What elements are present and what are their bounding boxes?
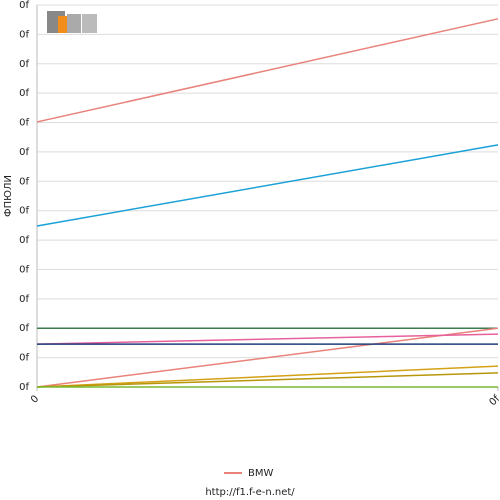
y-tick-label: 0f bbox=[19, 118, 29, 129]
x-tick-label: 0 bbox=[29, 393, 41, 405]
y-tick-label: 0f bbox=[19, 353, 29, 364]
series-line bbox=[36, 144, 499, 227]
y-axis-label: ФПЮЛИ bbox=[3, 175, 14, 217]
legend-label: BMW bbox=[248, 468, 273, 479]
y-tick-label: 0f bbox=[19, 264, 29, 275]
y-tick-label: 0f bbox=[19, 88, 29, 99]
y-tick-label: 0f bbox=[19, 323, 29, 334]
x-tick-label: 0f bbox=[487, 393, 500, 408]
y-tick-label: 0f bbox=[19, 235, 29, 246]
y-tick-label: 0f bbox=[19, 0, 29, 11]
y-tick-label: 0f bbox=[19, 147, 29, 158]
y-tick-label: 0f bbox=[19, 294, 29, 305]
y-tick-label: 0f bbox=[19, 59, 29, 70]
y-tick-label: 0f bbox=[19, 206, 29, 217]
footer: http://f1.f-e-n.net/ bbox=[205, 487, 295, 498]
logo bbox=[47, 11, 97, 33]
y-tick-label: 0f bbox=[19, 176, 29, 187]
series-line bbox=[36, 333, 499, 345]
series-line bbox=[36, 327, 499, 388]
y-tick-label: 0f bbox=[19, 382, 29, 393]
series-line bbox=[36, 18, 499, 123]
series-line bbox=[36, 372, 499, 388]
series-line bbox=[36, 365, 499, 388]
y-tick-label: 0f bbox=[19, 29, 29, 40]
